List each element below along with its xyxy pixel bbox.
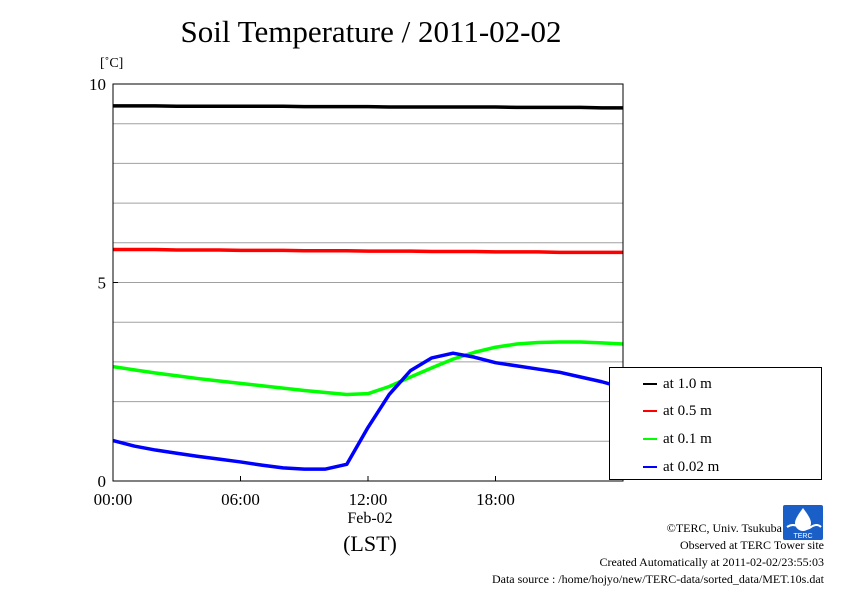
legend-swatch <box>643 383 657 385</box>
x-tick-label: 00:00 <box>94 490 133 509</box>
legend-item: at 0.5 m <box>610 401 712 421</box>
y-tick-label: 0 <box>98 472 107 491</box>
series-line <box>113 247 623 255</box>
series-line <box>113 104 623 110</box>
y-tick-label: 10 <box>89 75 106 94</box>
x-tick-label: 12:00 <box>349 490 388 509</box>
logo-text: TERC <box>793 533 812 540</box>
legend-label: at 0.02 m <box>663 458 720 475</box>
x-axis-label: (LST) <box>343 531 397 556</box>
plot-frame <box>112 83 624 482</box>
copyright-text: ©TERC, Univ. Tsukuba <box>666 521 782 535</box>
legend-label: at 0.1 m <box>663 430 712 447</box>
x-date-label: Feb-02 <box>347 510 393 527</box>
x-tick-label: 18:00 <box>476 490 515 509</box>
legend-swatch <box>643 438 657 440</box>
observed-text: Observed at TERC Tower site <box>679 538 824 552</box>
grid-lines <box>113 123 623 442</box>
y-tick-label: 5 <box>98 274 107 293</box>
legend-swatch <box>643 410 657 412</box>
source-text: Data source : /home/hojyo/new/TERC-data/… <box>491 572 824 586</box>
x-tick-labels: 00:00 06:00 12:00 18:00 <box>94 476 515 509</box>
legend-label: at 0.5 m <box>663 402 712 419</box>
series-line <box>112 340 624 397</box>
chart-title: Soil Temperature / 2011-02-02 <box>180 14 562 49</box>
legend-item: at 0.02 m <box>610 457 719 477</box>
created-text: Created Automatically at 2011-02-02/23:5… <box>599 555 824 569</box>
series-line <box>112 351 624 471</box>
legend-item: at 0.1 m <box>610 429 712 449</box>
y-axis-unit: [˚C] <box>100 56 124 71</box>
y-tick-labels: 0 5 10 <box>89 75 118 491</box>
series-lines <box>112 104 624 471</box>
x-tick-label: 06:00 <box>221 490 260 509</box>
terc-logo: TERC <box>783 505 823 540</box>
legend-swatch <box>643 466 657 468</box>
legend: at 1.0 m at 0.5 m at 0.1 m at 0.02 m <box>609 367 822 480</box>
legend-item: at 1.0 m <box>610 374 712 394</box>
legend-label: at 1.0 m <box>663 375 712 392</box>
